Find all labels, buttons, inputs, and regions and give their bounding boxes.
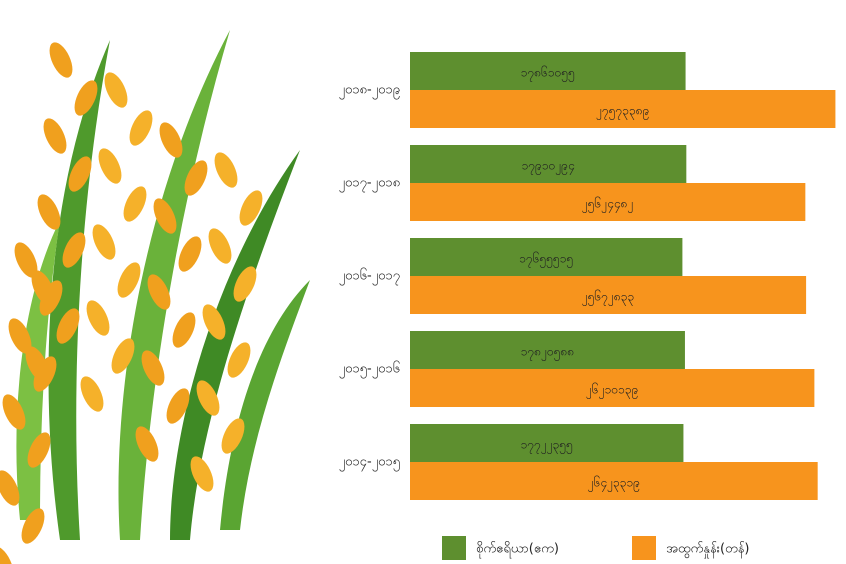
- grain: [196, 380, 220, 416]
- grain: [221, 418, 245, 454]
- grain: [123, 186, 147, 222]
- bar: [410, 90, 836, 128]
- bar: [410, 183, 806, 221]
- grain: [166, 388, 190, 424]
- legend-label: အထွက်နှုန်း(တန်): [666, 541, 750, 559]
- grain: [104, 72, 128, 108]
- leaf: [48, 40, 110, 540]
- grain: [184, 160, 208, 196]
- grain: [68, 156, 92, 192]
- grain: [129, 110, 153, 146]
- grain: [153, 198, 177, 234]
- value-label: ၂၅၆၇၂၈၃၃: [582, 289, 634, 307]
- grain: [190, 456, 214, 492]
- grain: [98, 148, 122, 184]
- grain: [8, 318, 32, 354]
- grain: [21, 508, 45, 544]
- grain: [202, 304, 226, 340]
- value-label: ၁၇၆၅၅၅၁၅: [519, 251, 573, 269]
- value-label: ၁၇၈၂၀၅၈၈: [521, 345, 574, 362]
- grain: [2, 394, 26, 430]
- grain: [239, 190, 263, 226]
- grain: [208, 228, 232, 264]
- bar: [410, 424, 684, 462]
- y-tick-label: ၂၀၁၅-၂၀၁၆: [339, 361, 400, 379]
- value-label: ၂၇၅၇၃၃၈၉: [596, 104, 649, 121]
- bar: [410, 145, 687, 183]
- grain: [141, 350, 165, 386]
- grain: [0, 546, 14, 564]
- grain: [147, 274, 171, 310]
- bar: [410, 238, 683, 276]
- rice-illustration: [0, 30, 310, 564]
- grain: [14, 242, 38, 278]
- grain: [159, 122, 183, 158]
- leaf: [118, 30, 230, 540]
- grain: [39, 280, 63, 316]
- leaf: [170, 150, 300, 540]
- value-label: ၁၇၉၁၀၂၉၄: [522, 159, 575, 176]
- bar: [410, 462, 818, 500]
- grain: [80, 376, 104, 412]
- value-label: ၂၅၆၂၄၄၈၂: [582, 196, 634, 214]
- y-tick-label: ၂၀၁၄-၂၀၁၅: [339, 455, 400, 472]
- grain: [27, 432, 51, 468]
- grain: [74, 80, 98, 116]
- value-label: ၂၆၂၁၀၁၃၉: [586, 382, 638, 400]
- grain: [178, 236, 202, 272]
- bar: [410, 369, 815, 407]
- y-tick-label: ၂၀၁၇-၂၀၁၈: [339, 176, 400, 193]
- legend-swatch: [442, 536, 466, 560]
- grain: [135, 426, 159, 462]
- grain: [214, 152, 238, 188]
- grain: [49, 42, 73, 78]
- value-label: ၂၆၄၂၃၃၁၉: [588, 475, 640, 493]
- y-tick-label: ၂၀၁၈-၂၀၁၉: [339, 83, 400, 100]
- y-tick-label: ၂၀၁၆-၂၀၁၇: [339, 268, 400, 286]
- grain: [62, 232, 86, 268]
- grain: [33, 356, 57, 392]
- grain: [86, 300, 110, 336]
- grain: [56, 308, 80, 344]
- value-label: ၁၇၈၆၁၀၅၅: [521, 65, 575, 83]
- grain: [37, 194, 61, 230]
- grain: [111, 338, 135, 374]
- leaf: [220, 280, 310, 530]
- value-label: ၁၇၇၂၂၃၅၅: [521, 438, 573, 455]
- grain: [43, 118, 67, 154]
- grain: [172, 312, 196, 348]
- bar: [410, 331, 685, 369]
- legend-label: စိုက်ဧရိယာ(ဧက): [476, 541, 559, 559]
- grain: [0, 470, 20, 506]
- grain: [117, 262, 141, 298]
- grain: [233, 266, 257, 302]
- legend-swatch: [632, 536, 656, 560]
- bar: [410, 52, 686, 90]
- bar: [410, 276, 807, 314]
- grain: [227, 342, 251, 378]
- grain: [92, 224, 116, 260]
